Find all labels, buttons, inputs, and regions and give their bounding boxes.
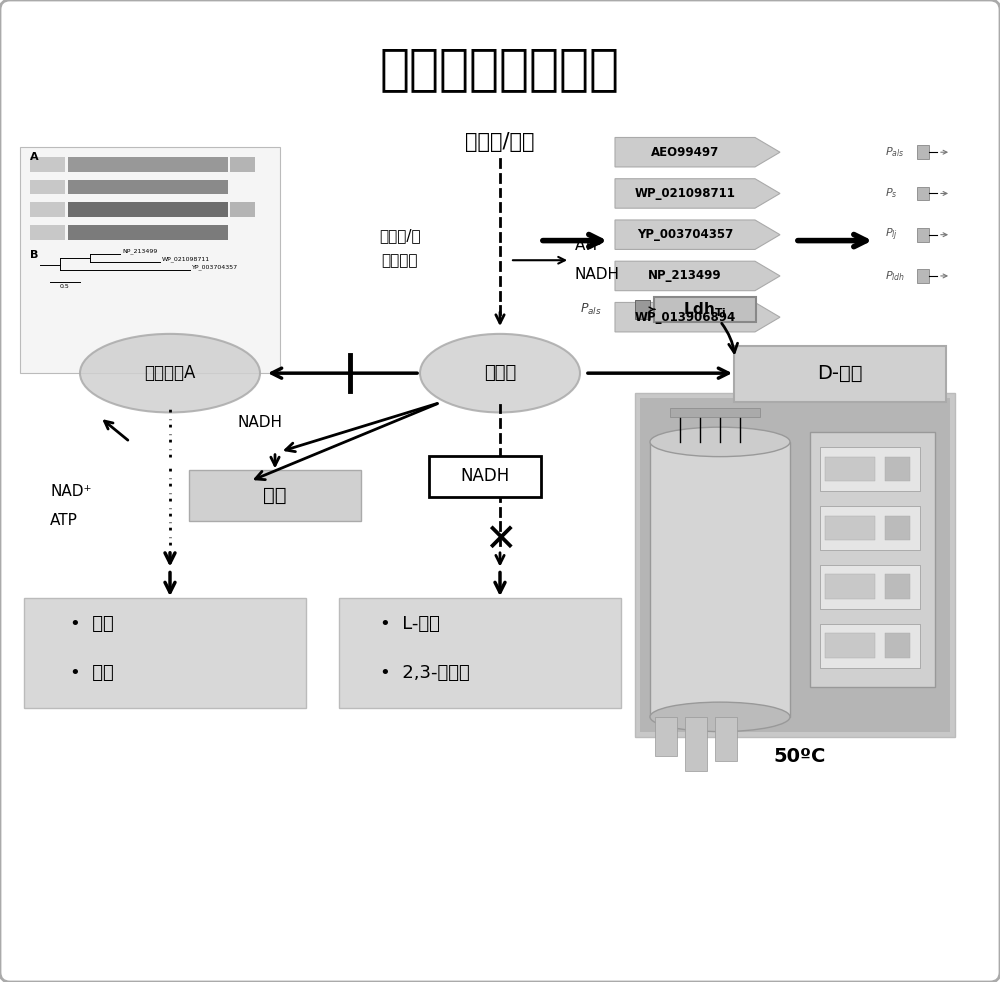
Text: AEO99497: AEO99497 — [651, 145, 719, 159]
FancyBboxPatch shape — [734, 346, 946, 402]
Text: NADH: NADH — [575, 267, 620, 283]
Text: 甲酸: 甲酸 — [263, 486, 287, 506]
Bar — [68, 202, 228, 217]
Bar — [825, 633, 875, 658]
Text: ✕: ✕ — [484, 521, 516, 559]
Bar — [885, 457, 910, 481]
Bar — [230, 157, 255, 172]
Text: •  乙醇: • 乙醇 — [70, 615, 114, 632]
FancyBboxPatch shape — [429, 456, 541, 497]
Bar — [640, 398, 950, 732]
Bar — [885, 574, 910, 599]
Bar — [917, 145, 929, 159]
Bar — [917, 269, 929, 283]
Text: YP_003704357: YP_003704357 — [192, 264, 238, 270]
Ellipse shape — [80, 334, 260, 412]
Bar — [810, 432, 935, 687]
Text: D-乳酸: D-乳酸 — [817, 363, 863, 383]
Bar — [670, 408, 760, 417]
Text: WP_013906894: WP_013906894 — [634, 310, 736, 324]
Text: ATP: ATP — [50, 513, 78, 528]
Text: NAD⁺: NAD⁺ — [50, 483, 92, 499]
Text: NADH: NADH — [238, 414, 283, 430]
Text: •  乙酸: • 乙酸 — [70, 664, 114, 682]
Polygon shape — [615, 137, 780, 167]
Text: 乙酰辅酶A: 乙酰辅酶A — [144, 364, 196, 382]
Bar — [820, 506, 920, 550]
Polygon shape — [615, 261, 780, 291]
Bar — [885, 516, 910, 540]
Text: $P_{lj}$: $P_{lj}$ — [885, 227, 898, 243]
Text: 醣酸途径: 醣酸途径 — [382, 252, 418, 268]
Bar — [655, 717, 677, 756]
Text: $P_{ldh}$: $P_{ldh}$ — [885, 269, 905, 283]
Text: WP_021098711: WP_021098711 — [635, 187, 735, 200]
Text: $P_{als}$: $P_{als}$ — [580, 301, 602, 317]
Bar — [917, 187, 929, 200]
Text: $P_{als}$: $P_{als}$ — [885, 145, 905, 159]
Bar — [635, 300, 650, 319]
FancyBboxPatch shape — [189, 470, 361, 521]
Text: 丙酮酸: 丙酮酸 — [484, 364, 516, 382]
Text: 0.5: 0.5 — [60, 284, 70, 289]
Bar — [20, 147, 280, 373]
Bar — [820, 624, 920, 668]
Bar — [68, 225, 228, 240]
Bar — [685, 717, 707, 771]
Bar — [820, 447, 920, 491]
Bar — [635, 393, 955, 736]
Text: B: B — [30, 250, 38, 260]
Bar — [68, 180, 228, 194]
Text: •  L-乳酸: • L-乳酸 — [380, 615, 440, 632]
Bar — [30, 225, 65, 240]
Text: $\mathbf{Ldh_{Ti}}$: $\mathbf{Ldh_{Ti}}$ — [683, 300, 727, 319]
Ellipse shape — [420, 334, 580, 412]
FancyBboxPatch shape — [654, 297, 756, 322]
FancyBboxPatch shape — [24, 598, 306, 708]
Bar — [650, 442, 790, 717]
Text: WP_021098711: WP_021098711 — [162, 256, 210, 262]
Text: 50ºC: 50ºC — [774, 746, 826, 766]
Bar — [825, 457, 875, 481]
Bar — [825, 574, 875, 599]
Text: NADH: NADH — [460, 467, 510, 485]
Polygon shape — [615, 302, 780, 332]
Text: NP_213499: NP_213499 — [648, 269, 722, 283]
Bar — [30, 180, 65, 194]
Polygon shape — [615, 220, 780, 249]
Text: A: A — [30, 152, 39, 162]
Text: YP_003704357: YP_003704357 — [637, 228, 733, 242]
FancyBboxPatch shape — [339, 598, 621, 708]
Bar — [230, 202, 255, 217]
Text: $P_{s}$: $P_{s}$ — [885, 187, 898, 200]
Text: NP_213499: NP_213499 — [122, 248, 157, 253]
Bar — [825, 516, 875, 540]
Bar — [820, 565, 920, 609]
Bar — [715, 717, 737, 761]
Text: 耐热地衣芽孢杆菌: 耐热地衣芽孢杆菌 — [380, 45, 620, 92]
Text: ATP: ATP — [575, 238, 603, 253]
Text: 糖酵解/戊: 糖酵解/戊 — [379, 228, 421, 244]
Bar — [917, 228, 929, 242]
Ellipse shape — [650, 702, 790, 732]
Text: •  2,3-丁二醇: • 2,3-丁二醇 — [380, 664, 470, 682]
Bar — [885, 633, 910, 658]
Text: 葡萄糖/木糖: 葡萄糖/木糖 — [465, 133, 535, 152]
Bar — [68, 157, 228, 172]
Bar — [30, 157, 65, 172]
Bar — [30, 202, 65, 217]
Polygon shape — [615, 179, 780, 208]
Ellipse shape — [650, 427, 790, 457]
